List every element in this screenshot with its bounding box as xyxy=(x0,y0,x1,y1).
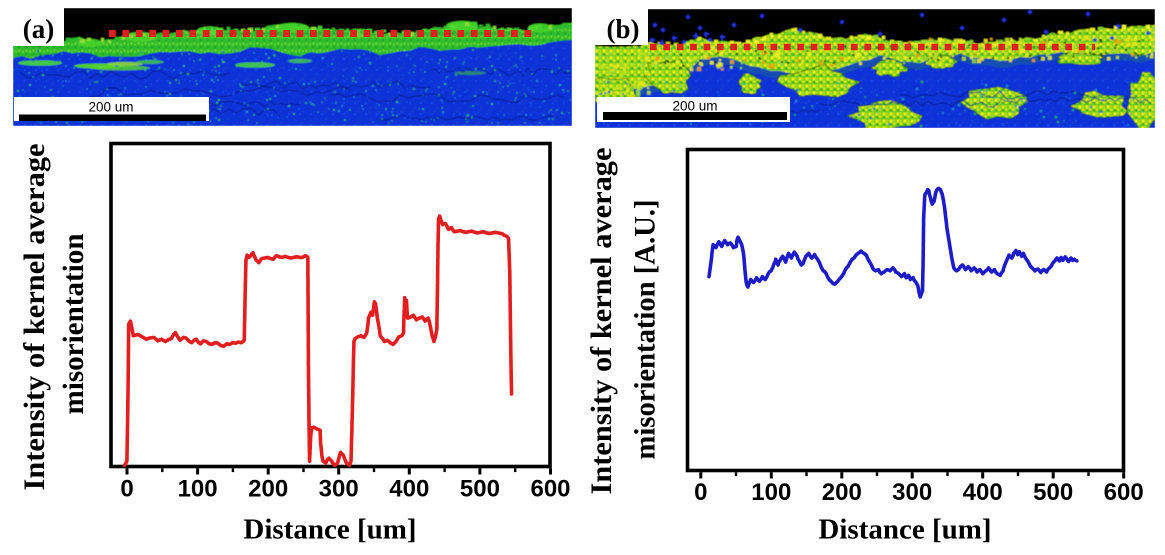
svg-text:misorientation [A.U.]: misorientation [A.U.] xyxy=(629,200,662,460)
svg-text:500: 500 xyxy=(1033,479,1073,506)
svg-text:500: 500 xyxy=(460,476,500,503)
svg-text:0: 0 xyxy=(694,479,707,506)
svg-text:300: 300 xyxy=(892,479,932,506)
svg-text:300: 300 xyxy=(319,476,359,503)
svg-text:Intensity of kernel average: Intensity of kernel average xyxy=(585,148,618,495)
svg-text:Intensity of kernel average: Intensity of kernel average xyxy=(18,144,51,491)
svg-text:200: 200 xyxy=(248,476,288,503)
svg-text:misorientation: misorientation xyxy=(57,233,90,414)
svg-text:(a): (a) xyxy=(23,14,54,44)
svg-text:Distance [um]: Distance [um] xyxy=(818,514,991,546)
svg-text:Distance [um]: Distance [um] xyxy=(243,514,416,546)
svg-text:400: 400 xyxy=(389,476,429,503)
svg-text:200 um: 200 um xyxy=(88,100,133,115)
svg-text:100: 100 xyxy=(751,479,791,506)
svg-text:200 um: 200 um xyxy=(672,99,717,114)
svg-text:400: 400 xyxy=(963,479,1003,506)
svg-text:600: 600 xyxy=(530,476,570,503)
svg-text:(b): (b) xyxy=(607,14,640,44)
svg-text:200: 200 xyxy=(822,479,862,506)
svg-text:0: 0 xyxy=(120,476,133,503)
svg-text:600: 600 xyxy=(1104,479,1144,506)
svg-text:100: 100 xyxy=(178,476,218,503)
